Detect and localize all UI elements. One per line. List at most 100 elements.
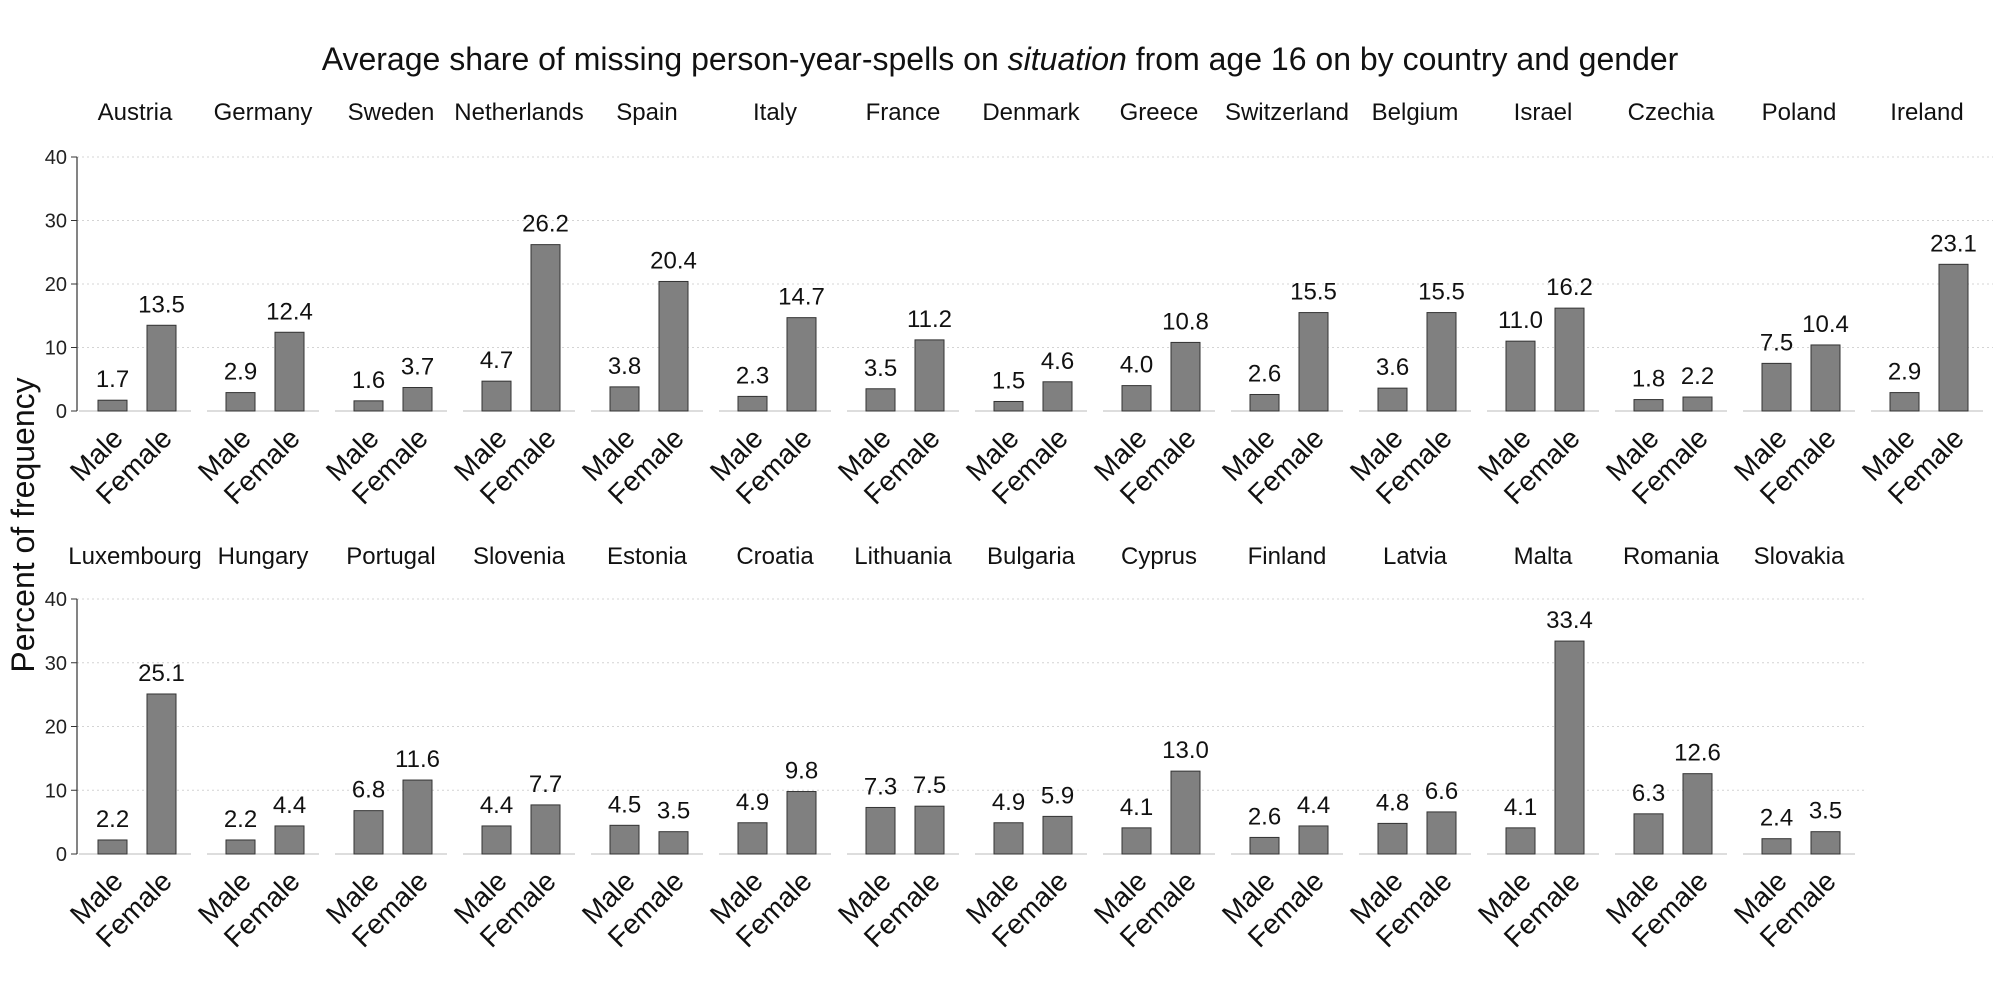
value-label: 9.8 (785, 758, 818, 785)
bar-female (274, 331, 305, 412)
chart-title-part-3: from age 16 on by country and gender (1127, 41, 1679, 77)
y-tick-label: 20 (45, 717, 67, 739)
bar-female (1298, 312, 1329, 412)
facet-label: Italy (753, 99, 797, 126)
facet-label: France (866, 99, 941, 126)
chart-title-italic: situation (1008, 41, 1127, 77)
value-label: 5.9 (1041, 782, 1074, 809)
value-label: 4.0 (1120, 352, 1153, 379)
y-tick-label: 20 (45, 274, 67, 296)
value-label: 7.7 (529, 771, 562, 798)
chart-title: Average share of missing person-year-spe… (322, 41, 1679, 77)
bar-male (1633, 813, 1664, 855)
bar-male (353, 810, 384, 855)
bar-female (1810, 831, 1841, 855)
value-label: 13.5 (138, 291, 185, 318)
y-tick-label: 10 (45, 780, 67, 802)
bar-female (1170, 770, 1201, 855)
facet-label: Malta (1514, 543, 1573, 570)
value-label: 4.4 (1297, 792, 1330, 819)
value-label: 4.7 (480, 347, 513, 374)
bar-male (1377, 387, 1408, 412)
value-label: 3.5 (657, 798, 690, 825)
bar-female (1554, 640, 1585, 855)
value-label: 6.3 (1632, 780, 1665, 807)
value-label: 2.9 (1888, 359, 1921, 386)
bar-male (1249, 836, 1280, 855)
value-label: 3.6 (1376, 354, 1409, 381)
y-axis-label: Percent of frequency (5, 377, 41, 672)
facet-label: Slovenia (473, 543, 566, 570)
facet-label: Latvia (1383, 543, 1448, 570)
bar-male (1633, 399, 1664, 412)
value-label: 16.2 (1546, 274, 1593, 301)
facet-label: Greece (1120, 99, 1199, 126)
bar-male (609, 824, 640, 855)
value-label: 25.1 (138, 660, 185, 687)
bar-female (530, 244, 561, 412)
value-label: 6.6 (1425, 778, 1458, 805)
facet-label: Sweden (348, 99, 435, 126)
value-label: 20.4 (650, 247, 697, 274)
value-label: 14.7 (778, 284, 825, 311)
bar-male (225, 392, 256, 412)
value-label: 4.5 (608, 791, 641, 818)
facet-label: Hungary (218, 543, 309, 570)
bar-male (993, 400, 1024, 412)
value-label: 26.2 (522, 211, 569, 238)
bar-female (1042, 381, 1073, 412)
facet-label: Germany (214, 99, 313, 126)
y-tick-label: 10 (45, 338, 67, 360)
value-label: 3.7 (401, 354, 434, 381)
bar-male (1761, 838, 1792, 855)
value-label: 4.8 (1376, 789, 1409, 816)
value-label: 4.1 (1120, 794, 1153, 821)
bar-female (658, 280, 689, 412)
bar-female (274, 825, 305, 855)
bar-female (402, 387, 433, 412)
y-tick-label: 0 (56, 844, 67, 866)
value-label: 7.3 (864, 773, 897, 800)
bar-male (1889, 392, 1920, 412)
bar-female (1682, 773, 1713, 855)
bar-male (1377, 822, 1408, 855)
bar-male (737, 395, 768, 412)
bar-male (1249, 393, 1280, 412)
facet-label: Romania (1623, 543, 1720, 570)
y-tick-label: 30 (45, 211, 67, 233)
facet-label: Czechia (1628, 99, 1715, 126)
facet-label: Lithuania (854, 543, 952, 570)
bar-male (1761, 362, 1792, 412)
bar-male (97, 839, 128, 855)
bar-male (1505, 827, 1536, 855)
value-label: 3.5 (864, 355, 897, 382)
value-label: 12.6 (1674, 740, 1721, 767)
facets-layer: 010203040010203040Austria1.7Male13.5Fema… (45, 99, 1993, 953)
bar-female (146, 324, 177, 412)
bar-male (225, 839, 256, 855)
